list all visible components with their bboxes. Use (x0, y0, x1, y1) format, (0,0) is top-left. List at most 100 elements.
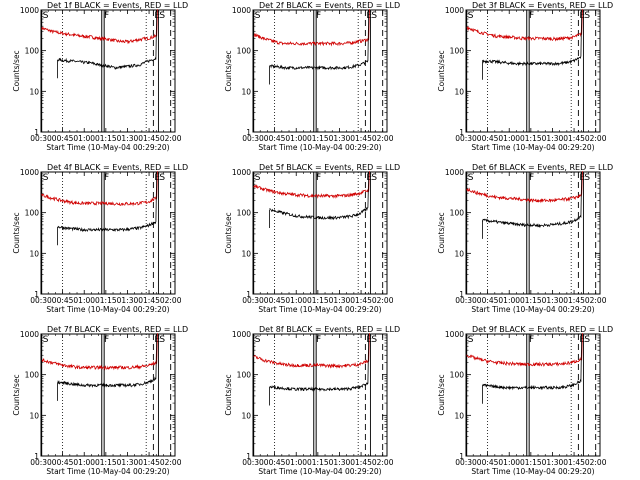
marker-label: S (371, 335, 377, 345)
panel-title: Det 5f BLACK = Events, RED = LLD (259, 163, 400, 172)
marker-label: F (529, 173, 534, 183)
y-tick-label: 100 (450, 209, 465, 218)
x-tick-label: 01:30 (329, 296, 351, 305)
y-tick-label: 1000 (20, 330, 39, 339)
marker-label: S (468, 335, 474, 345)
plot-frame (40, 333, 176, 457)
y-axis-label: Counts/sec (224, 374, 233, 415)
panel-title: Det 8f BLACK = Events, RED = LLD (259, 325, 400, 334)
y-tick-label: 100 (25, 47, 40, 56)
x-tick-label: 02:00 (585, 296, 607, 305)
x-tick-label: 00:45 (264, 134, 286, 143)
events-trace (482, 171, 583, 228)
x-tick-label: 01:45 (350, 296, 372, 305)
events-trace (482, 333, 583, 391)
panel-title: Det 1f BLACK = Events, RED = LLD (47, 1, 188, 10)
x-tick-label: 01:15 (520, 296, 542, 305)
lld-trace (466, 9, 583, 42)
x-tick-label: 01:15 (95, 296, 117, 305)
panel-det-1: Det 1f BLACK = Events, RED = LLD 1 10 100 10… (12, 1, 188, 152)
x-axis-label: Start Time (10-May-04 00:29:20) (46, 467, 169, 476)
x-tick-label: 01:45 (350, 458, 372, 467)
marker-label: S (255, 11, 261, 21)
x-tick-label: 01:45 (138, 296, 160, 305)
x-tick-label: 01:30 (117, 458, 139, 467)
panel-det-5: Det 5f BLACK = Events, RED = LLD 1 10 100 10… (224, 163, 400, 314)
marker-label: F (104, 335, 109, 345)
x-axis-label: Start Time (10-May-04 00:29:20) (258, 143, 381, 152)
x-axis-label: Start Time (10-May-04 00:29:20) (258, 467, 381, 476)
plot-frame (40, 171, 176, 295)
x-tick-label: 00:30 (455, 458, 477, 467)
panel-title: Det 6f BLACK = Events, RED = LLD (472, 163, 613, 172)
plot-frame (252, 171, 388, 295)
y-tick-label: 100 (450, 47, 465, 56)
x-tick-label: 01:45 (138, 134, 160, 143)
x-tick-label: 01:00 (285, 134, 307, 143)
x-tick-label: 01:15 (307, 296, 329, 305)
marker-label: S (468, 173, 474, 183)
marker-label: F (104, 173, 109, 183)
x-tick-label: 01:00 (73, 134, 95, 143)
x-tick-label: 01:15 (520, 458, 542, 467)
y-tick-label: 1 (246, 290, 251, 299)
panel-title: Det 4f BLACK = Events, RED = LLD (47, 163, 188, 172)
panel-det-3: Det 3f BLACK = Events, RED = LLD 1 10 100 10… (437, 1, 613, 152)
plot-frame (40, 9, 176, 133)
x-tick-label: 01:30 (117, 296, 139, 305)
lld-trace (41, 171, 158, 207)
panel-det-8: Det 8f BLACK = Events, RED = LLD 1 10 100 10… (224, 325, 400, 476)
x-tick-label: 01:45 (350, 134, 372, 143)
panel-det-7: Det 7f BLACK = Events, RED = LLD 1 10 100 10… (12, 325, 188, 476)
x-tick-label: 01:15 (95, 458, 117, 467)
y-tick-label: 10 (454, 87, 464, 96)
marker-label: S (371, 173, 377, 183)
marker-label: S (159, 173, 165, 183)
marker-label: S (255, 173, 261, 183)
y-axis-label: Counts/sec (12, 374, 21, 415)
plot-frame (252, 333, 388, 457)
y-tick-label: 10 (454, 411, 464, 420)
panel-det-4: Det 4f BLACK = Events, RED = LLD 1 10 100 10… (12, 163, 188, 314)
plot-frame (465, 9, 601, 133)
lld-trace (253, 333, 370, 369)
marker-label: S (159, 335, 165, 345)
y-axis-label: Counts/sec (12, 212, 21, 253)
marker-label: S (255, 335, 261, 345)
x-tick-label: 01:00 (498, 458, 520, 467)
x-tick-label: 02:00 (160, 296, 182, 305)
marker-label: S (584, 11, 590, 21)
events-trace (269, 333, 370, 392)
x-tick-label: 00:30 (30, 134, 52, 143)
y-tick-label: 1 (34, 128, 39, 137)
x-tick-label: 00:45 (477, 458, 499, 467)
x-tick-label: 02:00 (372, 296, 394, 305)
events-trace (269, 171, 370, 221)
plot-frame (252, 9, 388, 133)
y-tick-label: 1000 (20, 6, 39, 15)
x-axis-label: Start Time (10-May-04 00:29:20) (471, 143, 594, 152)
x-axis-label: Start Time (10-May-04 00:29:20) (471, 305, 594, 314)
y-tick-label: 10 (29, 249, 39, 258)
y-tick-label: 1 (246, 452, 251, 461)
marker-label: F (316, 11, 321, 21)
x-tick-label: 00:30 (30, 458, 52, 467)
y-tick-label: 10 (454, 249, 464, 258)
x-tick-label: 00:30 (242, 296, 264, 305)
x-tick-label: 01:15 (307, 458, 329, 467)
marker-label: S (468, 11, 474, 21)
x-axis-label: Start Time (10-May-04 00:29:20) (471, 467, 594, 476)
lld-trace (466, 171, 583, 204)
y-tick-label: 1 (459, 452, 464, 461)
y-tick-label: 10 (29, 411, 39, 420)
lld-trace (466, 333, 583, 367)
events-trace (57, 333, 158, 388)
x-tick-label: 01:45 (563, 296, 585, 305)
y-tick-label: 100 (450, 371, 465, 380)
x-tick-label: 01:00 (498, 134, 520, 143)
x-tick-label: 01:45 (563, 134, 585, 143)
x-axis-label: Start Time (10-May-04 00:29:20) (46, 143, 169, 152)
y-tick-label: 1000 (445, 330, 464, 339)
marker-label: S (43, 335, 49, 345)
x-tick-label: 01:00 (73, 296, 95, 305)
